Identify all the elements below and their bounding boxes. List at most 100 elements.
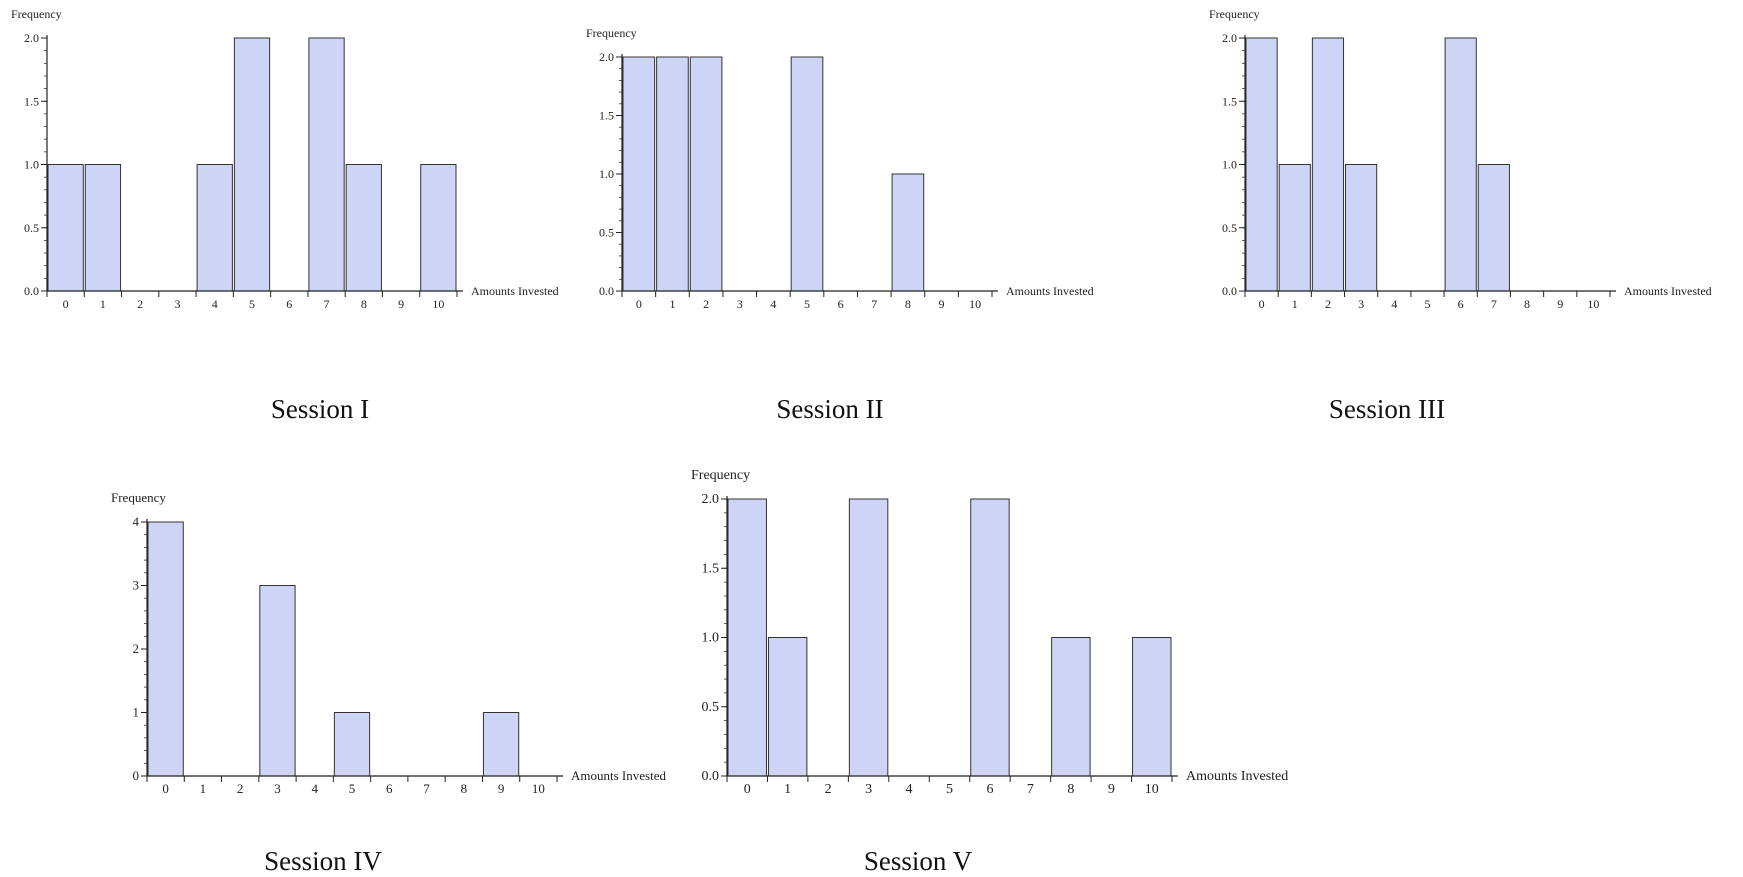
x-tick-label: 8	[1524, 297, 1530, 311]
x-tick-label: 0	[162, 781, 169, 796]
y-tick-label: 0.0	[1222, 284, 1237, 298]
bar-5	[233, 37, 271, 292]
y-axis-label: Frequency	[586, 26, 637, 40]
x-tick-label: 6	[386, 781, 393, 796]
x-tick-label: 8	[461, 781, 468, 796]
y-axis-label: Frequency	[11, 7, 62, 21]
bar-8	[345, 164, 382, 292]
y-tick-label: 4	[133, 514, 140, 529]
x-tick-label: 0	[744, 782, 751, 797]
x-tick-label: 9	[398, 297, 404, 311]
bar-7	[308, 37, 345, 292]
x-tick-label: 7	[871, 297, 877, 311]
y-tick-label: 0.0	[702, 769, 720, 784]
chart-panel-1: 0.0 0.5 1.0 1.5 2.0 Frequency 0 1 2 3 4 5 6 7 8 9 10 Amou…	[11, 7, 559, 424]
y-tick-label: 2.0	[702, 492, 720, 507]
y-tick-label: 2	[133, 641, 140, 656]
x-tick-label: 2	[1325, 297, 1331, 311]
bar-4	[196, 164, 233, 292]
x-tick-label: 2	[703, 297, 709, 311]
y-tick-label: 0.5	[702, 700, 720, 715]
x-tick-label: 4	[311, 781, 318, 796]
x-tick-label: 4	[1391, 297, 1397, 311]
y-tick-label: 0.5	[599, 226, 614, 240]
bar-1	[656, 56, 689, 292]
x-tick-label: 0	[1259, 297, 1265, 311]
x-tick-label: 6	[986, 782, 993, 797]
x-tick-label: 1	[784, 782, 791, 797]
x-tick-label: 3	[174, 297, 180, 311]
session-caption: Session II	[776, 394, 883, 424]
bar-5	[333, 712, 371, 777]
x-axis-label: Amounts Invested	[1186, 769, 1288, 784]
x-tick-label: 8	[1067, 782, 1074, 797]
y-tick-label: 1.5	[24, 94, 39, 108]
y-tick-label: 1.0	[702, 631, 720, 646]
y-tick-label: 1.5	[599, 109, 614, 123]
y-axis-label: Frequency	[111, 490, 166, 505]
y-tick-label: 0.5	[1222, 221, 1237, 235]
x-axis-label: Amounts Invested	[1624, 284, 1712, 298]
x-tick-label: 8	[361, 297, 367, 311]
bar-8	[891, 173, 925, 292]
y-tick-label: 2.0	[24, 31, 39, 45]
x-tick-label: 3	[737, 297, 743, 311]
x-tick-label: 10	[432, 297, 444, 311]
bar-3	[1345, 164, 1378, 292]
session-caption: Session IV	[264, 846, 382, 876]
bar-6	[1444, 37, 1477, 292]
bar-6	[970, 498, 1010, 777]
chart-panel-4: 0 1 2 3 4 Frequency 0 1 2 3 4 5 6 7 8 9 10 Amounts Invest…	[111, 490, 666, 876]
x-tick-label: 2	[237, 781, 244, 796]
x-tick-label: 10	[1145, 782, 1159, 797]
bar-0	[727, 498, 767, 777]
y-tick-label: 2.0	[599, 50, 614, 64]
x-tick-label: 6	[1458, 297, 1464, 311]
y-axis-label: Frequency	[1209, 7, 1260, 21]
x-tick-label: 7	[423, 781, 430, 796]
bar-10	[420, 164, 457, 292]
y-tick-label: 1.5	[1222, 94, 1237, 108]
x-axis-label: Amounts Invested	[571, 768, 666, 783]
x-tick-label: 10	[969, 297, 981, 311]
y-tick-label: 1.0	[24, 158, 39, 172]
x-tick-label: 7	[1027, 782, 1034, 797]
bar-3	[848, 498, 889, 777]
y-tick-label: 0.5	[24, 221, 39, 235]
x-tick-label: 7	[1491, 297, 1497, 311]
x-tick-label: 2	[137, 297, 143, 311]
bar-2	[1311, 37, 1345, 292]
y-tick-label: 1	[133, 705, 140, 720]
x-tick-label: 1	[100, 297, 106, 311]
x-tick-label: 4	[906, 782, 913, 797]
bar-3	[259, 585, 296, 777]
session-caption: Session V	[864, 846, 973, 876]
x-tick-label: 7	[324, 297, 330, 311]
x-axis-label: Amounts Invested	[471, 284, 559, 298]
y-tick-label: 0.0	[24, 284, 39, 298]
y-tick-label: 1.0	[599, 167, 614, 181]
x-tick-label: 8	[905, 297, 911, 311]
chart-panel-5: 0.0 0.5 1.0 1.5 2.0 Frequency 0 1 2 3 4 5 6 7 8 9 10 Amou…	[691, 468, 1288, 876]
bar-9	[482, 712, 520, 777]
x-tick-label: 5	[1425, 297, 1431, 311]
session-caption: Session I	[271, 394, 369, 424]
bar-1	[84, 164, 122, 292]
x-tick-label: 5	[349, 781, 356, 796]
x-tick-label: 3	[1358, 297, 1364, 311]
y-tick-label: 0.0	[599, 284, 614, 298]
y-tick-label: 1.0	[1222, 158, 1237, 172]
bar-7	[1477, 164, 1510, 292]
x-tick-label: 1	[1292, 297, 1298, 311]
bar-5	[790, 56, 824, 292]
bar-10	[1132, 637, 1172, 777]
bar-0	[622, 56, 656, 292]
y-tick-label: 3	[133, 578, 140, 593]
bar-1	[1278, 164, 1311, 292]
session-caption: Session III	[1329, 394, 1445, 424]
x-tick-label: 4	[770, 297, 776, 311]
bar-0	[47, 164, 84, 292]
y-tick-label: 1.5	[702, 561, 720, 576]
x-tick-label: 1	[200, 781, 207, 796]
